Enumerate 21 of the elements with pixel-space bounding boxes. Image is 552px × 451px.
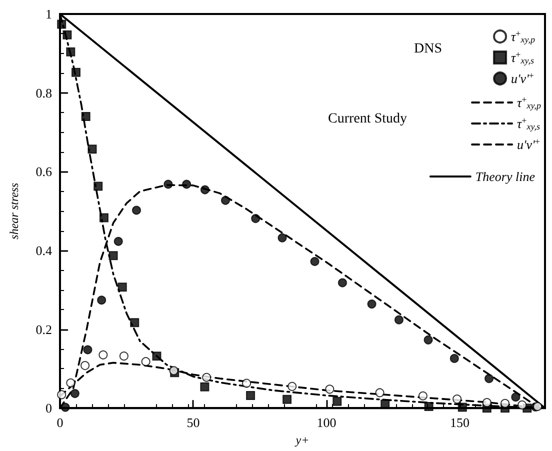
- legend-label: u'v'+: [517, 136, 540, 152]
- y-tick-label: 1: [46, 6, 52, 22]
- legend-label: τ+xy,s: [511, 50, 534, 66]
- y-tick-label: 0.2: [36, 322, 52, 337]
- y-tick-label: 0.4: [36, 242, 52, 258]
- legend-label: Theory line: [475, 169, 536, 184]
- legend-label: u'v'+: [511, 70, 534, 86]
- legend-label: τ+xy,p: [511, 28, 536, 44]
- legend-label: τ+xy,s: [517, 116, 540, 132]
- y-tick-label: 0: [46, 400, 52, 416]
- y-axis-title: shear stress: [7, 182, 21, 240]
- x-tick-label: 150: [450, 415, 470, 430]
- annotation: DNS: [414, 42, 442, 56]
- x-axis-title: y+: [294, 433, 310, 447]
- annotation: Current Study: [328, 112, 408, 126]
- x-tick-label: 50: [186, 415, 200, 430]
- x-tick-label: 0: [56, 415, 64, 430]
- legend-label: τ+xy,p: [517, 94, 542, 110]
- y-tick-label: 0.8: [36, 85, 52, 100]
- y-tick-label: 0.6: [36, 164, 52, 180]
- x-tick-label: 100: [316, 415, 336, 430]
